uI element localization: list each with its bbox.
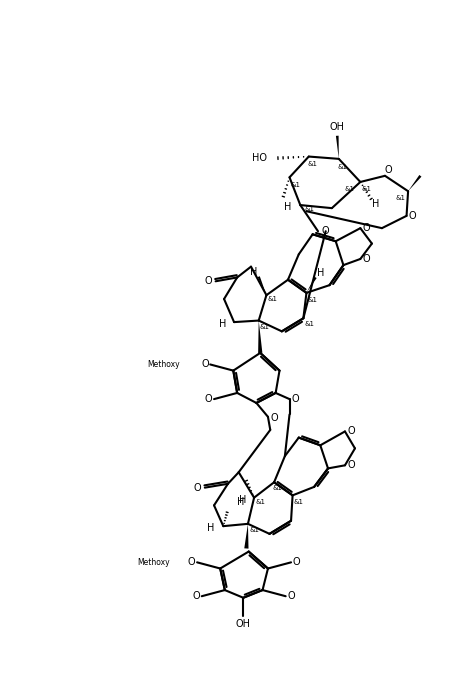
Text: O: O xyxy=(201,359,209,370)
Text: OH: OH xyxy=(330,122,345,131)
Text: &1: &1 xyxy=(345,186,355,192)
Text: &1: &1 xyxy=(268,296,277,302)
Text: H: H xyxy=(284,202,292,211)
Text: O: O xyxy=(193,482,201,493)
Text: O: O xyxy=(292,394,300,404)
Text: O: O xyxy=(287,591,295,601)
Text: H: H xyxy=(219,318,226,329)
Text: H: H xyxy=(251,267,258,277)
Text: O: O xyxy=(347,427,355,436)
Text: O: O xyxy=(363,223,370,233)
Text: &1: &1 xyxy=(305,206,315,212)
Text: O: O xyxy=(363,254,370,264)
Text: &1: &1 xyxy=(338,163,348,170)
Polygon shape xyxy=(336,136,339,159)
Text: &1: &1 xyxy=(362,186,372,192)
Text: H: H xyxy=(239,495,246,505)
Text: &1: &1 xyxy=(305,321,315,327)
Text: &1: &1 xyxy=(255,498,265,505)
Text: O: O xyxy=(193,591,200,601)
Text: &1: &1 xyxy=(273,485,283,491)
Text: &1: &1 xyxy=(308,297,317,303)
Polygon shape xyxy=(307,277,317,293)
Text: H: H xyxy=(317,268,324,278)
Text: HO: HO xyxy=(252,153,267,163)
Text: H: H xyxy=(236,496,244,507)
Polygon shape xyxy=(244,524,249,548)
Text: O: O xyxy=(409,211,416,221)
Text: O: O xyxy=(188,557,195,567)
Polygon shape xyxy=(258,276,267,295)
Polygon shape xyxy=(258,320,262,353)
Text: Methoxy: Methoxy xyxy=(147,360,179,369)
Text: &1: &1 xyxy=(395,195,406,201)
Text: O: O xyxy=(270,414,278,423)
Text: O: O xyxy=(322,227,330,236)
Text: O: O xyxy=(292,557,300,567)
Text: &1: &1 xyxy=(249,527,259,533)
Text: H: H xyxy=(372,199,380,208)
Text: O: O xyxy=(205,394,212,404)
Text: Methoxy: Methoxy xyxy=(138,558,170,567)
Text: O: O xyxy=(204,277,211,286)
Text: O: O xyxy=(347,460,355,471)
Text: &1: &1 xyxy=(294,498,304,505)
Text: O: O xyxy=(384,165,392,174)
Text: &1: &1 xyxy=(260,324,270,329)
Text: H: H xyxy=(207,523,215,532)
Polygon shape xyxy=(408,175,422,191)
Text: &1: &1 xyxy=(291,182,300,188)
Text: OH: OH xyxy=(236,619,251,629)
Text: &1: &1 xyxy=(308,161,317,167)
